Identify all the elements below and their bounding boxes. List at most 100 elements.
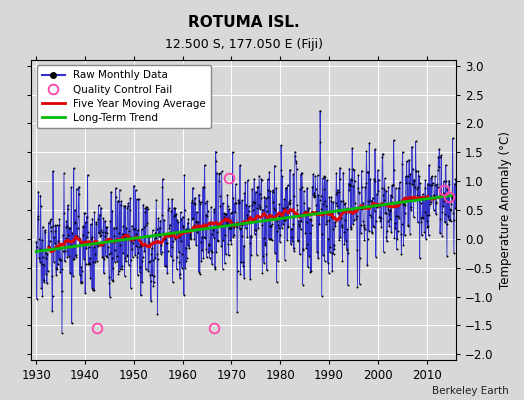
Point (342, 238, 350, 244)
Point (424, 222, 432, 229)
Point (143, 204, 151, 210)
Point (286, 199, 294, 206)
Point (166, 233, 174, 240)
Point (72, 186, 81, 192)
Point (311, 173, 320, 179)
Point (38, 236, 46, 243)
Point (351, 178, 359, 185)
Point (421, 177, 430, 184)
Point (293, 238, 302, 244)
Point (333, 189, 341, 196)
Point (161, 240, 170, 246)
Point (122, 258, 130, 265)
Point (360, 224, 368, 230)
Point (60, 210, 69, 216)
Point (282, 215, 290, 222)
Point (334, 210, 342, 216)
Point (261, 202, 270, 209)
Point (438, 209, 446, 215)
Point (349, 221, 357, 227)
Point (420, 208, 429, 215)
Point (43, 251, 51, 257)
Point (371, 146, 379, 152)
Point (407, 207, 416, 213)
Point (120, 202, 128, 209)
Point (315, 209, 323, 215)
Point (130, 225, 139, 232)
Point (441, 219, 449, 226)
Point (118, 231, 127, 237)
Point (117, 198, 125, 204)
Point (303, 219, 312, 226)
Point (330, 242, 338, 248)
Point (265, 236, 273, 242)
Point (123, 205, 132, 212)
Point (95, 212, 104, 218)
Point (77, 280, 85, 286)
Point (102, 253, 110, 259)
Point (35, 236, 43, 242)
Point (148, 227, 157, 233)
Point (204, 208, 212, 214)
Point (336, 198, 345, 204)
Point (137, 292, 145, 298)
Point (111, 247, 119, 253)
Point (253, 184, 261, 191)
Point (239, 242, 248, 249)
Point (372, 254, 380, 260)
Point (312, 202, 320, 208)
Point (102, 224, 111, 230)
Point (36, 246, 44, 252)
Point (169, 257, 177, 263)
Point (147, 251, 156, 257)
Point (329, 251, 337, 257)
Point (194, 268, 203, 275)
Point (374, 167, 382, 173)
Point (150, 272, 158, 279)
Point (341, 200, 350, 206)
Point (80, 210, 89, 216)
Point (450, 250, 458, 256)
Point (91, 250, 99, 257)
Point (350, 217, 358, 224)
Point (107, 277, 116, 283)
Point (222, 251, 230, 258)
Point (442, 220, 451, 227)
Point (382, 234, 390, 240)
Point (72, 252, 80, 258)
Point (225, 206, 233, 212)
Point (216, 203, 225, 210)
Point (291, 158, 300, 164)
Point (333, 187, 342, 193)
Point (326, 244, 334, 250)
Point (451, 180, 459, 187)
Point (75, 184, 83, 190)
Point (210, 206, 218, 212)
Point (117, 202, 125, 209)
Point (402, 158, 411, 164)
Point (232, 200, 240, 206)
Point (82, 219, 90, 225)
Point (283, 237, 291, 243)
Point (219, 200, 227, 207)
Point (60, 170, 68, 177)
Point (350, 167, 358, 173)
Point (133, 196, 141, 202)
Point (118, 262, 126, 269)
Point (357, 168, 366, 174)
Point (167, 253, 175, 260)
Point (247, 252, 255, 258)
Point (42, 270, 50, 277)
Point (322, 202, 330, 209)
Point (181, 244, 190, 251)
Point (70, 220, 79, 226)
Point (96, 232, 105, 238)
Point (79, 232, 87, 238)
Point (414, 194, 423, 200)
Point (378, 184, 386, 191)
Point (46, 238, 54, 244)
Point (301, 230, 310, 236)
Point (302, 244, 310, 251)
Point (220, 210, 228, 217)
Point (115, 230, 124, 236)
